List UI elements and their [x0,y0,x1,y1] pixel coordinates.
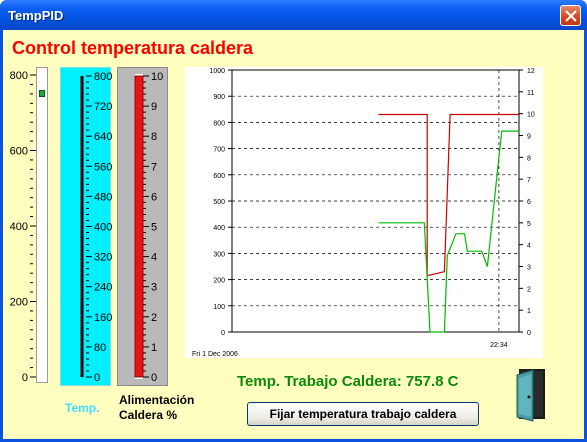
right-tick-label: 11 [527,90,534,97]
thermometer-tick-label: 80 [94,342,106,354]
left-tick-label: 400 [213,225,225,232]
boiler-tick-label: 5 [151,222,157,234]
thermometer-tick-label: 400 [94,222,112,234]
right-tick-label: 7 [527,177,531,184]
slider-scale: 800 600 400 200 0 [10,70,36,384]
right-tick-label: 1 [527,308,531,315]
trend-chart: 1000 900 800 700 600 500 400 300 200 100 0 12 11 10 9 8… [185,67,543,358]
boiler-tick-label: 9 [151,101,157,113]
title-bar[interactable]: TempPID [0,0,587,30]
thermometer-tick-label: 240 [94,282,112,294]
chart-time-label: 22:34 [490,342,508,349]
series-line-1 [378,130,519,333]
right-tick-label: 0 [527,330,531,337]
temperature-thermometer: 800 720 640 560 480 400 320 240 160 80 0 [60,67,112,386]
left-tick-label: 300 [213,251,225,258]
left-tick-label: 1000 [209,68,225,75]
trend-chart-svg: 1000900800700600500400300200100012111098… [192,68,535,358]
left-tick-label: 700 [213,147,225,154]
right-tick-label: 6 [527,199,531,206]
thermometer-label: Temp. [65,401,100,415]
work-temperature-readout: Temp. Trabajo Caldera: 757.8 C [237,373,459,390]
slider-tick-label: 400 [10,221,28,233]
slider-tick-label: 600 [10,146,28,158]
chart-date-label: Fri 1 Dec 2006 [192,351,238,358]
setpoint-slider-track[interactable] [36,67,48,383]
page-title: Control temperatura caldera [12,38,254,58]
slider-tick-label: 0 [22,372,28,384]
boiler-feed-gauge: 10 9 8 7 6 5 4 3 2 1 0 [117,67,168,386]
thermometer-tick-label: 160 [94,312,112,324]
right-tick-label: 9 [527,134,531,141]
setpoint-slider-thumb[interactable] [39,90,45,98]
boiler-tick-label: 2 [151,312,157,324]
right-tick-label: 4 [527,243,531,250]
left-tick-label: 200 [213,278,225,285]
left-tick-label: 900 [213,94,225,101]
right-tick-label: 3 [527,265,531,272]
boiler-tick-label: 1 [151,342,157,354]
series-line-0 [378,113,519,277]
boiler-label-line2: Caldera % [119,408,178,422]
close-icon [565,10,577,22]
window-title: TempPID [8,8,64,23]
thermometer-tick-label: 640 [94,131,112,143]
set-work-temperature-button[interactable]: Fijar temperatura trabajo caldera [247,402,479,426]
boiler-label: Alimentación Caldera % [119,393,194,423]
thermometer-tick-label: 480 [94,191,112,203]
left-tick-label: 100 [213,304,225,311]
boiler-tick-label: 8 [151,131,157,143]
thermometer-tick-label: 0 [94,372,100,384]
thermometer-tick-label: 320 [94,252,112,264]
boiler-label-line1: Alimentación [119,393,195,407]
thermometer-tick-label: 560 [94,161,112,173]
left-tick-label: 800 [213,120,225,127]
boiler-tick-label: 3 [151,282,157,294]
thermometer-tick-label: 720 [94,101,112,113]
boiler-tick-label: 0 [151,372,157,384]
exit-door-icon[interactable] [511,367,549,423]
left-tick-label: 0 [221,330,225,337]
right-tick-label: 12 [527,68,535,75]
boiler-tick-label: 6 [151,191,157,203]
boiler-tick-label: 7 [151,161,157,173]
right-tick-label: 8 [527,155,531,162]
boiler-tick-label: 10 [151,71,163,83]
left-tick-label: 500 [213,199,225,206]
boiler-tick-label: 4 [151,252,157,264]
slider-tick-label: 800 [10,70,28,82]
slider-tick-label: 200 [10,297,28,309]
right-tick-label: 5 [527,221,531,228]
client-area: Control temperatura caldera 800 600 400 200… [3,30,584,439]
close-button[interactable] [560,5,581,26]
right-tick-label: 10 [527,112,535,119]
boiler-fill [134,75,144,378]
thermometer-tick-label: 800 [94,71,112,83]
left-tick-label: 600 [213,173,225,180]
right-tick-label: 2 [527,286,531,293]
